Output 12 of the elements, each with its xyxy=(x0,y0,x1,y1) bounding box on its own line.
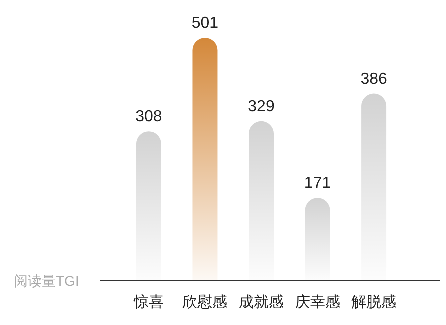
data-label: 171 xyxy=(304,175,332,192)
data-label: 308 xyxy=(136,108,162,126)
x-tick-label: 惊喜 xyxy=(132,294,164,311)
data-label: 386 xyxy=(360,70,388,88)
x-tick-label: 欣慰感 xyxy=(182,294,228,311)
bar xyxy=(192,38,218,281)
data-label: 501 xyxy=(192,15,219,32)
x-tick-label: 成就感 xyxy=(239,294,284,311)
y-axis-title: 阅读量TGI xyxy=(14,273,80,289)
x-tick-label: 庆幸感 xyxy=(295,294,340,311)
x-tick-label: 解脱感 xyxy=(352,294,397,311)
data-label: 329 xyxy=(248,98,275,116)
